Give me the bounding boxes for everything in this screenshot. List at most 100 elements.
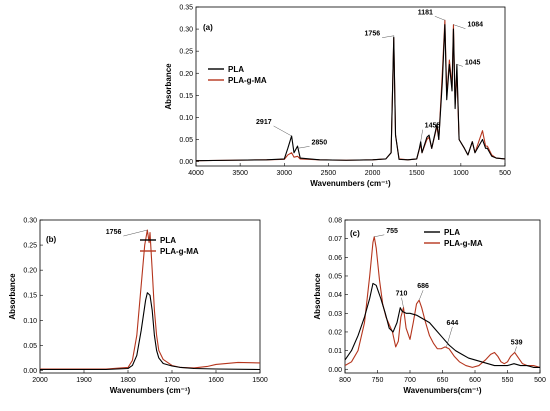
y-tick-label: 0.25 bbox=[179, 49, 193, 56]
x-tick-label: 500 bbox=[499, 170, 511, 177]
x-tick-label: 1900 bbox=[76, 377, 92, 384]
y-tick-label: 0.05 bbox=[179, 137, 193, 144]
x-tick-label: 1800 bbox=[120, 377, 136, 384]
x-tick-label: 800 bbox=[339, 377, 351, 384]
annotation-leader bbox=[273, 125, 292, 137]
series-line-pla bbox=[345, 282, 540, 368]
y-tick-label: 0.15 bbox=[23, 293, 37, 300]
peak-annotation: 2917 bbox=[256, 119, 272, 126]
legend-label: PLA-g-MA bbox=[444, 239, 483, 248]
y-tick-label: 0.02 bbox=[328, 329, 342, 336]
annotation-leader bbox=[446, 326, 453, 347]
y-tick-label: 0.00 bbox=[23, 368, 37, 375]
legend: PLA PLA-g-MA bbox=[208, 65, 267, 85]
y-axis-label: Absorbance bbox=[8, 273, 17, 320]
legend: PLA PLA-g-MA bbox=[140, 236, 199, 256]
annotation-leader bbox=[123, 229, 148, 237]
y-tick-label: 0.30 bbox=[179, 27, 193, 34]
legend-label: PLA bbox=[160, 236, 176, 245]
x-tick-label: 1500 bbox=[252, 377, 268, 384]
y-tick-label: 0.06 bbox=[328, 255, 342, 262]
annotation-leader bbox=[401, 297, 404, 308]
annotation-leader bbox=[297, 146, 310, 149]
plot-frame bbox=[344, 219, 541, 374]
annotation-leader bbox=[434, 16, 445, 21]
y-tick-label: 0.10 bbox=[179, 115, 193, 122]
panel-label: (c) bbox=[350, 229, 360, 238]
peak-annotation: 644 bbox=[447, 320, 459, 327]
plot-frame bbox=[39, 219, 261, 374]
legend-label: PLA-g-MA bbox=[160, 247, 199, 256]
panel-a: 4000 3500 3000 2500 2000 1500 1000 500 0.00 0.05 0… bbox=[164, 5, 511, 189]
peak-annotation: 755 bbox=[386, 228, 398, 235]
peak-annotation: 1045 bbox=[465, 59, 481, 66]
x-axis-label: Wavenumbers (cm⁻¹) bbox=[310, 179, 391, 188]
y-tick-label: 0.00 bbox=[328, 367, 342, 374]
x-axis-label: Wavenumbers (cm⁻¹) bbox=[110, 386, 191, 395]
annotation-leader bbox=[382, 35, 395, 38]
series-line-pla-g-ma bbox=[345, 236, 540, 368]
peak-annotation: 1181 bbox=[418, 9, 433, 16]
x-tick-label: 3000 bbox=[276, 170, 292, 177]
y-tick-label: 0.08 bbox=[328, 218, 342, 225]
panel-label: (b) bbox=[46, 235, 57, 244]
x-tick-label: 2500 bbox=[321, 170, 337, 177]
peak-annotation: 1084 bbox=[467, 22, 483, 29]
y-tick-label: 0.15 bbox=[179, 93, 193, 100]
plot-frame bbox=[195, 6, 506, 167]
y-tick-label: 0.05 bbox=[23, 343, 37, 350]
peak-annotation: 686 bbox=[417, 283, 429, 290]
annotation-leader bbox=[514, 346, 517, 353]
panel-label: (a) bbox=[203, 23, 213, 32]
x-tick-label: 3500 bbox=[232, 170, 248, 177]
y-tick-label: 0.04 bbox=[328, 292, 342, 299]
y-axis-label: Absorbance bbox=[313, 273, 322, 320]
x-tick-label: 2000 bbox=[32, 377, 48, 384]
y-tick-label: 0.01 bbox=[328, 348, 342, 355]
y-tick-label: 0.25 bbox=[23, 243, 37, 250]
peak-annotation: 539 bbox=[511, 339, 523, 346]
x-tick-label: 1500 bbox=[409, 170, 425, 177]
annotation-leader bbox=[374, 234, 385, 238]
x-tick-label: 1700 bbox=[164, 377, 180, 384]
y-axis-label: Absorbance bbox=[164, 63, 173, 110]
peak-annotation: 2850 bbox=[312, 139, 328, 146]
y-tick-label: 0.35 bbox=[179, 5, 193, 12]
peak-annotation: 710 bbox=[396, 291, 408, 298]
x-tick-label: 1000 bbox=[453, 170, 469, 177]
legend: PLA PLA-g-MA bbox=[424, 228, 483, 248]
y-tick-label: 0.10 bbox=[23, 318, 37, 325]
annotation-leader bbox=[456, 64, 463, 67]
y-tick-label: 0.07 bbox=[328, 236, 342, 243]
legend-label: PLA-g-MA bbox=[228, 76, 267, 85]
x-tick-label: 550 bbox=[502, 377, 514, 384]
annotation-leader bbox=[418, 290, 424, 301]
series-line-pla bbox=[40, 292, 260, 371]
y-tick-label: 0.20 bbox=[23, 268, 37, 275]
y-tick-label: 0.03 bbox=[328, 311, 342, 318]
x-tick-label: 2000 bbox=[365, 170, 381, 177]
x-tick-label: 650 bbox=[437, 377, 449, 384]
series-line-pla bbox=[196, 24, 505, 162]
x-tick-label: 4000 bbox=[188, 170, 204, 177]
y-tick-label: 0.00 bbox=[179, 159, 193, 166]
peak-annotation: 1455 bbox=[425, 123, 441, 130]
x-tick-label: 1600 bbox=[208, 377, 224, 384]
x-axis-label: Wavenumbers(cm⁻¹) bbox=[403, 386, 482, 395]
legend-label: PLA bbox=[228, 65, 244, 74]
x-tick-label: 500 bbox=[534, 377, 546, 384]
y-tick-label: 0.20 bbox=[179, 71, 193, 78]
panel-c: 800 750 700 650 600 550 500 0.00 0.01 0.02 0.03 0.0… bbox=[313, 218, 546, 396]
peak-annotation: 1756 bbox=[365, 31, 381, 38]
peak-annotation: 1756 bbox=[106, 229, 122, 236]
x-tick-label: 700 bbox=[404, 377, 416, 384]
x-tick-label: 750 bbox=[372, 377, 384, 384]
y-tick-label: 0.30 bbox=[23, 218, 37, 225]
x-tick-label: 600 bbox=[469, 377, 481, 384]
annotation-leader bbox=[420, 129, 423, 142]
panel-b: 2000 1900 1800 1700 1600 1500 0.00 0.05 0.10 0.15… bbox=[8, 218, 268, 396]
annotation-leader bbox=[453, 24, 466, 29]
legend-label: PLA bbox=[444, 228, 460, 237]
y-tick-label: 0.05 bbox=[328, 273, 342, 280]
